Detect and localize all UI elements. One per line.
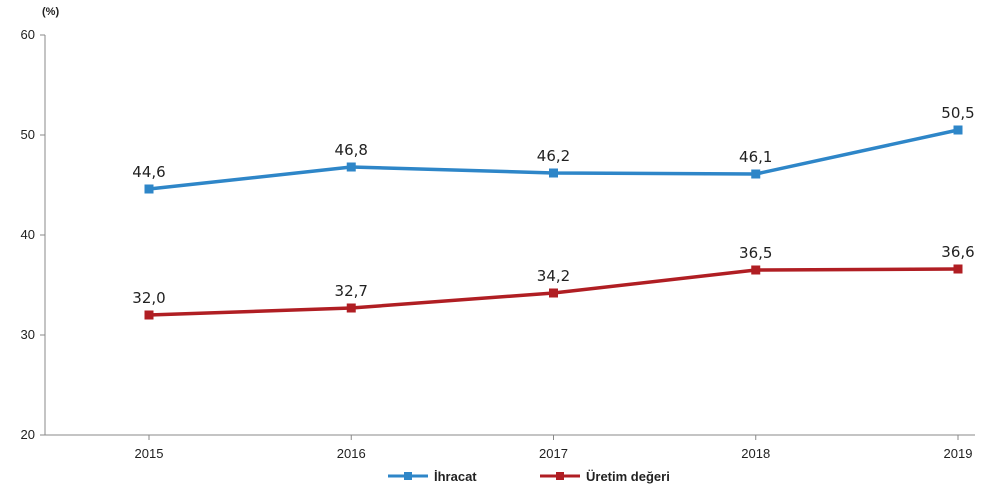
y-tick-label: 60 [21,27,35,42]
data-point [549,288,558,298]
legend-label: Üretim değeri [586,469,670,484]
data-label: 46,8 [335,141,368,159]
data-point [144,184,154,194]
data-point [549,168,558,178]
x-tick-label: 2019 [944,446,973,461]
data-point [144,310,154,320]
data-label: 44,6 [132,163,165,181]
y-tick-label: 50 [21,127,35,142]
data-label: 32,7 [335,282,368,300]
legend-swatch-marker [404,472,412,480]
data-point [751,265,761,275]
data-point [346,162,356,172]
data-point [953,125,963,135]
legend-label: İhracat [434,469,477,484]
legend-swatch-marker [556,472,564,480]
data-label: 36,6 [941,243,974,261]
data-point [346,303,356,313]
y-tick-label: 30 [21,327,35,342]
data-point [751,169,761,179]
data-label: 32,0 [132,289,165,307]
data-label: 34,2 [537,267,570,285]
y-tick-label: 40 [21,227,35,242]
legend-item-1: İhracat [388,469,477,484]
series-2: 32,0 32,7 34,2 36,5 36,6 [132,243,975,320]
x-tick-label: 2016 [337,446,366,461]
x-tick-label: 2015 [135,446,164,461]
legend-item-2: Üretim değeri [540,469,670,484]
y-tick-label: 20 [21,427,35,442]
y-axis-unit-label: (%) [42,6,59,18]
data-label: 50,5 [941,104,974,122]
x-tick-label: 2017 [539,446,568,461]
legend: İhracat Üretim değeri [388,469,670,484]
data-label: 36,5 [739,244,772,262]
data-point [953,264,963,274]
series-layer: 44,6 46,8 46,2 46,1 50,5 32,0 32,7 34,2 36,5 36,6 [132,104,975,320]
series-1: 44,6 46,8 46,2 46,1 50,5 [132,104,975,194]
data-label: 46,2 [537,147,570,165]
x-tick-label: 2018 [741,446,770,461]
axes: 20 30 40 50 60 2015 2016 2017 2018 2019 [21,27,975,461]
data-label: 46,1 [739,148,772,166]
